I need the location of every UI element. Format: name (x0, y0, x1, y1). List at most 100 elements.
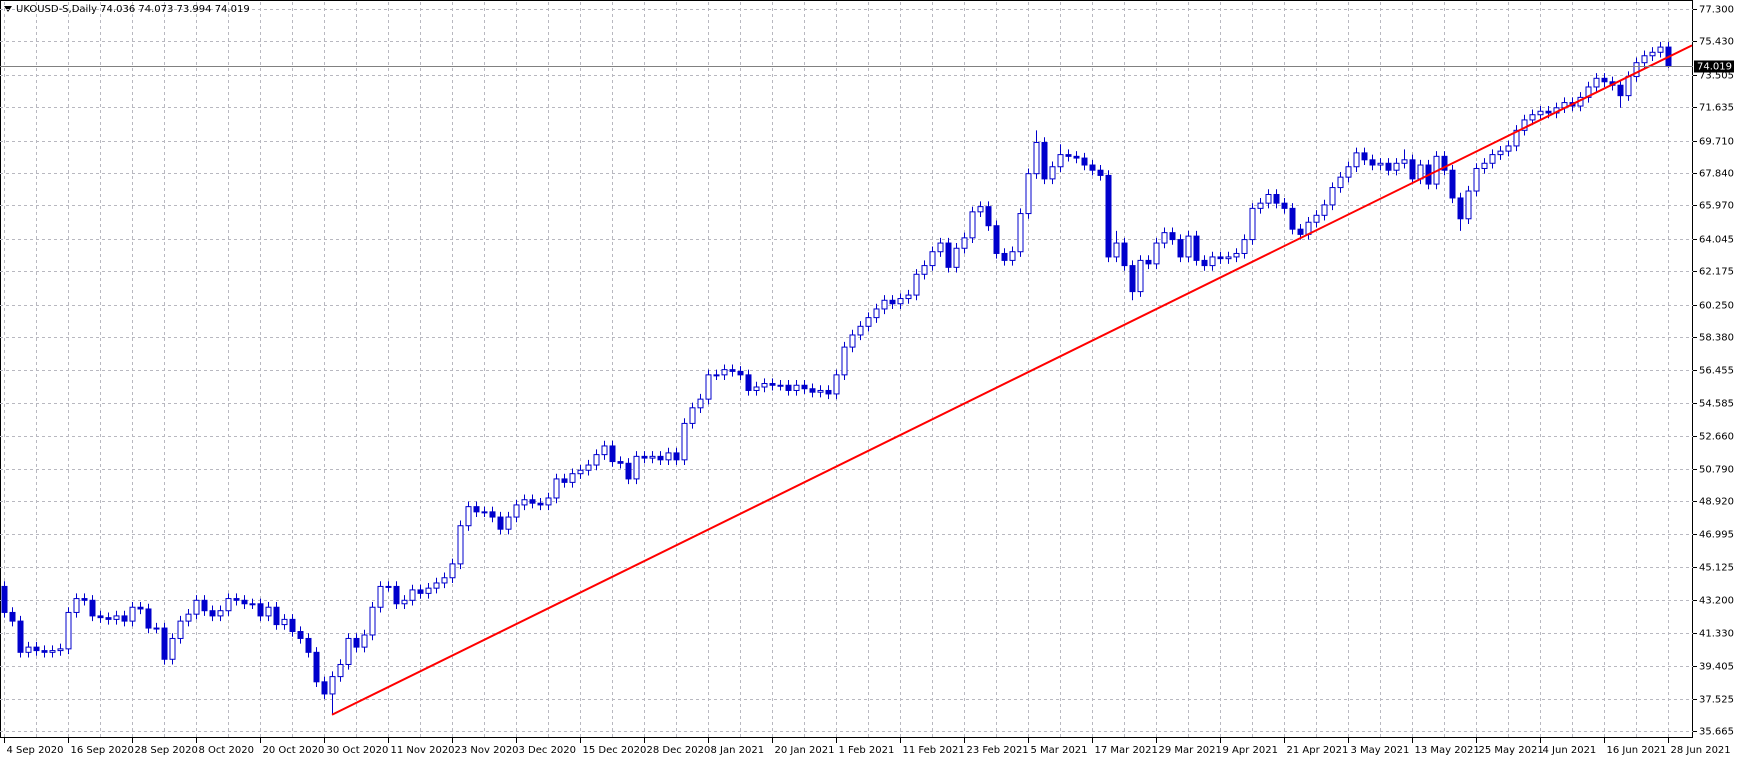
candle-body (617, 461, 624, 464)
candle-body (897, 298, 904, 305)
candle-body (521, 499, 528, 506)
x-tick-label: 9 Apr 2021 (1223, 745, 1278, 756)
x-tick-label: 23 Feb 2021 (967, 745, 1029, 756)
candle-body (1337, 176, 1344, 189)
candle-body (329, 676, 336, 695)
candle-body (1353, 152, 1360, 168)
candle-body (321, 681, 328, 695)
candle-body (1257, 202, 1264, 209)
candle-body (1145, 259, 1152, 265)
candle-body (1161, 232, 1168, 244)
y-tick-label: 46.995 (1699, 530, 1734, 541)
candle-body (65, 611, 72, 650)
candle-body (569, 473, 576, 483)
candle-body (1385, 162, 1392, 171)
candle-body (721, 369, 728, 376)
candle-body (1281, 202, 1288, 209)
candle-body (817, 389, 824, 393)
candle-body (625, 462, 632, 480)
candle-body (865, 317, 872, 327)
candle-body (441, 577, 448, 584)
candle-body (809, 388, 816, 393)
x-tick-label: 3 Dec 2020 (519, 745, 577, 756)
candle-body (745, 374, 752, 391)
candle-body (969, 211, 976, 239)
x-tick-label: 16 Sep 2020 (71, 745, 134, 756)
candle-body (689, 407, 696, 424)
x-tick-label: 17 Mar 2021 (1095, 745, 1158, 756)
candle-body (345, 637, 352, 665)
candle-body (9, 611, 16, 622)
last-price-box (1694, 60, 1734, 73)
candle-body (1537, 110, 1544, 116)
candle-body (753, 386, 760, 391)
candle-body (1177, 239, 1184, 258)
candle-body (17, 620, 24, 653)
candle-body (953, 247, 960, 268)
candle-body (121, 615, 128, 622)
candle-body (1545, 110, 1552, 114)
candle-body (1209, 256, 1216, 267)
candle-body (1393, 162, 1400, 171)
candle-body (41, 650, 48, 653)
candle-body (769, 383, 776, 386)
candle-body (169, 637, 176, 660)
candle-body (1633, 62, 1640, 78)
candle-body (905, 294, 912, 300)
x-tick-label: 4 Sep 2020 (7, 745, 64, 756)
candle-body (633, 455, 640, 480)
y-tick-label: 41.330 (1699, 629, 1734, 640)
candle-body (1521, 119, 1528, 131)
candle-body (401, 599, 408, 605)
candle-body (1481, 162, 1488, 169)
candle-body (841, 346, 848, 376)
candle-body (273, 606, 280, 626)
y-tick-label: 62.175 (1699, 267, 1734, 278)
candle-body (1593, 77, 1600, 88)
candle-body (145, 608, 152, 629)
candle-body (377, 585, 384, 608)
candle-body (1129, 265, 1136, 293)
candle-body (457, 525, 464, 565)
candle-body (993, 225, 1000, 254)
candle-body (281, 618, 288, 626)
y-tick-label: 52.660 (1699, 432, 1734, 443)
y-tick-label: 65.970 (1699, 201, 1734, 212)
candle-body (713, 374, 720, 377)
x-tick-label: 23 Nov 2020 (455, 745, 519, 756)
candle-body (1313, 214, 1320, 223)
candle-body (1081, 157, 1088, 166)
candle-body (1505, 145, 1512, 152)
candle-body (825, 389, 832, 395)
y-tick-label: 64.045 (1699, 235, 1734, 246)
candle-body (833, 374, 840, 395)
y-tick-label: 67.840 (1699, 169, 1734, 180)
candle-body (89, 599, 96, 617)
candle-body (233, 598, 240, 601)
last-price-label: 74.019 (1697, 62, 1732, 73)
candle-body (529, 499, 536, 504)
candle-body (385, 585, 392, 588)
candle-body (537, 502, 544, 506)
x-tick-label: 1 Feb 2021 (839, 745, 895, 756)
candle-body (1225, 256, 1232, 260)
candle-body (1417, 164, 1424, 180)
candle-body (1113, 242, 1120, 258)
candle-body (801, 384, 808, 390)
candle-body (673, 452, 680, 461)
candle-body (489, 511, 496, 518)
candle-body (337, 663, 344, 678)
y-tick-label: 75.430 (1699, 37, 1734, 48)
candle-body (1329, 187, 1336, 206)
candle-body (761, 383, 768, 388)
candle-body (217, 610, 224, 617)
x-tick-label: 30 Oct 2020 (327, 745, 389, 756)
candle-body (513, 504, 520, 518)
candle-body (297, 631, 304, 639)
candle-body (481, 511, 488, 514)
candle-body (1169, 232, 1176, 241)
x-tick-label: 11 Feb 2021 (903, 745, 965, 756)
x-tick-label: 8 Oct 2020 (199, 745, 254, 756)
chart-title: UKOUSD-S,Daily 74.036 74.073 73.994 74.0… (16, 4, 250, 15)
